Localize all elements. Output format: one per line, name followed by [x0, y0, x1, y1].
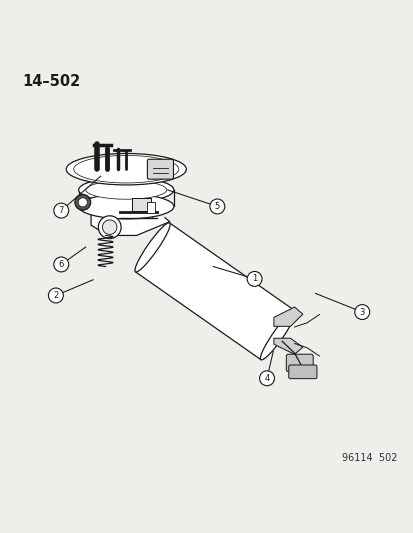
Text: 1: 1: [252, 274, 256, 284]
Ellipse shape: [66, 154, 186, 185]
Circle shape: [259, 371, 274, 386]
FancyBboxPatch shape: [147, 203, 155, 213]
Polygon shape: [135, 223, 294, 360]
FancyBboxPatch shape: [132, 198, 151, 211]
FancyBboxPatch shape: [147, 159, 173, 179]
Text: 7: 7: [59, 206, 64, 215]
Circle shape: [209, 199, 224, 214]
Circle shape: [54, 257, 69, 272]
Ellipse shape: [260, 311, 295, 360]
Ellipse shape: [74, 156, 178, 183]
Ellipse shape: [135, 223, 170, 272]
Polygon shape: [273, 307, 302, 326]
Text: 3: 3: [359, 308, 364, 317]
Text: 5: 5: [214, 202, 219, 211]
Ellipse shape: [98, 216, 121, 239]
FancyBboxPatch shape: [286, 354, 313, 372]
Text: 96114  502: 96114 502: [341, 453, 396, 463]
Ellipse shape: [78, 194, 173, 219]
Ellipse shape: [78, 198, 87, 207]
Ellipse shape: [78, 177, 173, 203]
Ellipse shape: [85, 181, 166, 199]
Circle shape: [48, 288, 63, 303]
Text: 6: 6: [59, 260, 64, 269]
Circle shape: [54, 203, 69, 218]
Ellipse shape: [75, 195, 90, 210]
Text: 4: 4: [264, 374, 269, 383]
Text: 14–502: 14–502: [23, 74, 81, 89]
Circle shape: [354, 304, 369, 319]
Circle shape: [247, 271, 261, 286]
Ellipse shape: [102, 220, 117, 235]
Polygon shape: [91, 209, 169, 236]
Text: 2: 2: [53, 291, 58, 300]
Polygon shape: [273, 338, 302, 354]
FancyBboxPatch shape: [288, 365, 316, 378]
